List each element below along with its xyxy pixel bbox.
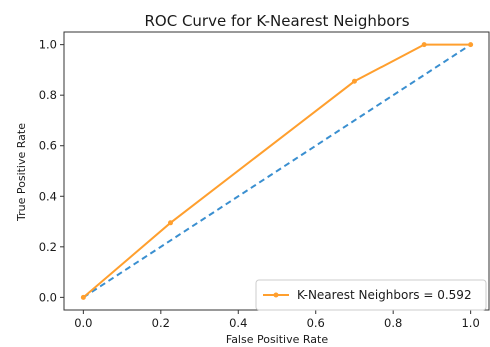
x-tick-label-2: 0.4 (229, 316, 247, 330)
x-tick-label-1: 0.2 (152, 316, 170, 330)
y-tick-label-2: 0.4 (39, 189, 57, 203)
x-tick-label-5: 1.0 (461, 316, 479, 330)
roc-point-knn-1 (168, 220, 173, 226)
roc-point-knn-0 (80, 294, 86, 300)
legend-frame (255, 279, 487, 311)
x-tick-label-4: 0.8 (384, 316, 402, 330)
y-tick-label-1: 0.2 (39, 240, 57, 254)
x-axis-label: False Positive Rate (226, 333, 328, 346)
y-tick-label-4: 0.8 (39, 88, 57, 102)
y-tick-label-3: 0.6 (39, 139, 57, 153)
legend-entry-knn: K-Nearest Neighbors = 0.592 (297, 288, 472, 302)
diagonal-reference-line (82, 43, 472, 299)
legend-series-marker (273, 292, 279, 298)
legend: K-Nearest Neighbors = 0.592 (255, 279, 487, 311)
x-tick-label-0: 0.0 (74, 316, 92, 330)
y-axis-label: True Positive Rate (15, 123, 28, 222)
plot-area: 0.0 0.2 0.4 0.6 0.8 1.0 0.0 0.2 0.4 0.6 0.8 1.0 (39, 31, 490, 330)
roc-point-knn-4 (468, 42, 474, 48)
roc-point-knn-3 (421, 42, 427, 48)
chart-title: ROC Curve for K-Nearest Neighbors (144, 12, 409, 30)
x-tick-label-3: 0.6 (307, 316, 325, 330)
roc-point-knn-2 (351, 78, 357, 84)
y-tick-label-0: 0.0 (39, 290, 57, 304)
y-tick-label-5: 1.0 (39, 38, 57, 52)
